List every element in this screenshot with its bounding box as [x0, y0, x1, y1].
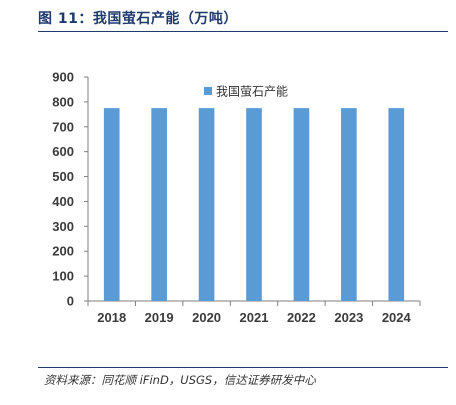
y-tick-label: 800: [52, 94, 74, 109]
y-tick-label: 900: [52, 70, 74, 85]
bar-series: [103, 108, 405, 301]
x-tick-label: 2020: [192, 310, 221, 325]
bar: [341, 108, 357, 301]
y-tick-label: 300: [52, 219, 74, 234]
legend-swatch: [204, 87, 212, 95]
source-divider: [38, 367, 448, 368]
figure-title: 图 11：我国萤石产能（万吨）: [38, 11, 238, 27]
x-tick-label: 2018: [97, 310, 126, 325]
y-tick-label: 400: [52, 194, 74, 209]
bar: [151, 108, 167, 301]
y-tick-label: 100: [52, 269, 74, 284]
source-note: 资料来源：同花顺 iFinD，USGS，信达证券研发中心: [44, 373, 316, 387]
y-axis: 0 100 200 300 400 500 600 700 800 900: [52, 70, 89, 309]
x-tick-label: 2019: [145, 310, 174, 325]
title-divider: [38, 31, 448, 32]
bar: [293, 108, 310, 301]
bar: [388, 108, 405, 301]
x-tick-label: 2022: [287, 310, 316, 325]
legend-label: 我国萤石产能: [216, 85, 288, 99]
x-tick-label: 2023: [334, 310, 363, 325]
legend: 我国萤石产能: [204, 85, 288, 99]
y-tick-label: 600: [52, 144, 74, 159]
bar: [198, 108, 215, 301]
x-tick-label: 2021: [240, 310, 269, 325]
y-tick-label: 200: [52, 244, 74, 259]
bar: [103, 108, 120, 301]
x-tick-label: 2024: [382, 310, 412, 325]
y-tick-label: 700: [52, 119, 74, 134]
bar: [246, 108, 262, 301]
x-axis: 2018 2019 2020 2021 2022 2023 2024: [87, 300, 421, 325]
y-tick-label: 500: [52, 169, 74, 184]
y-tick-label: 0: [67, 294, 74, 309]
